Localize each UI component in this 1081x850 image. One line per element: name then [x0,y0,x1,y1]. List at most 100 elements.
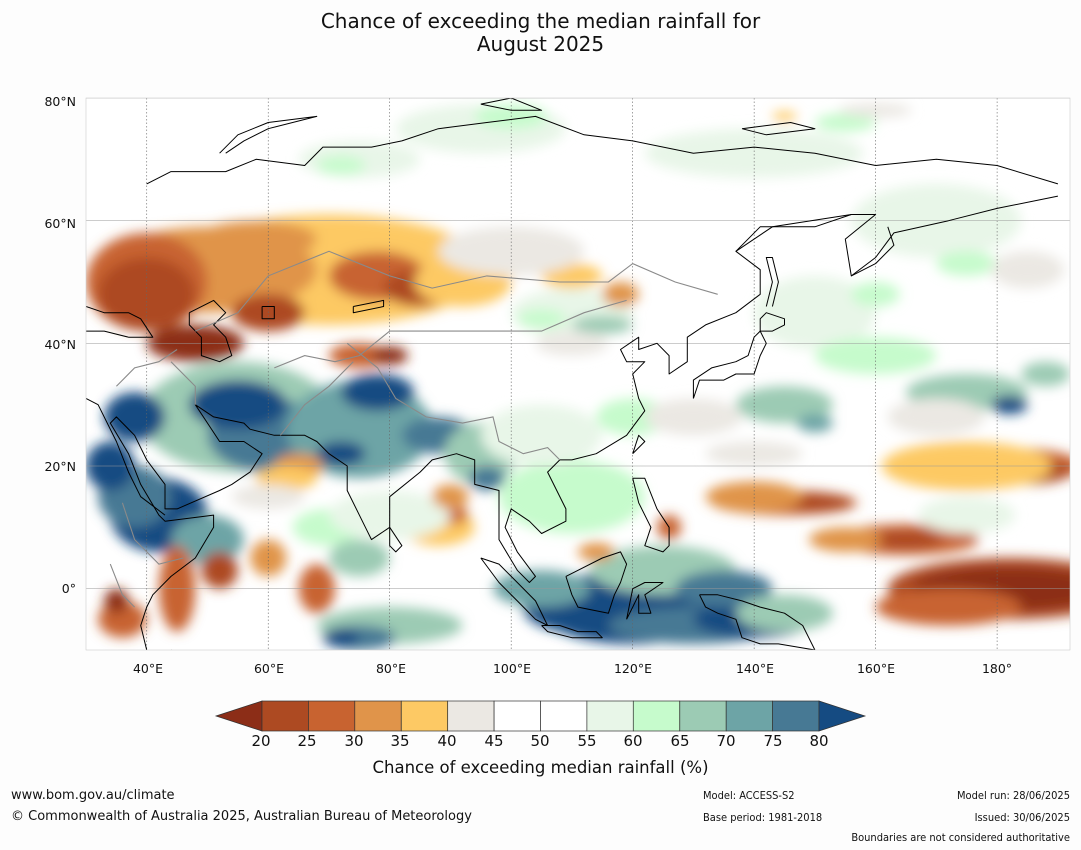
probability-blob [918,496,1016,534]
colorbar-tick: 20 [251,732,271,750]
probability-blob [517,309,566,328]
probability-blob [480,404,603,466]
lon-label-100e: 100°E [492,661,531,676]
title-line-2: August 2025 [476,32,605,56]
coastline [541,625,603,639]
colorbar-tick: 55 [577,732,597,750]
country-border [195,250,718,332]
copyright-text: © Commonwealth of Australia 2025, Austra… [11,809,472,824]
coastline [389,527,403,553]
lon-label-160e: 160°E [856,661,895,676]
probability-blob [201,551,238,589]
coastline [261,306,275,320]
probability-blob [171,515,244,565]
coastline [109,195,1058,650]
coastline [759,312,785,332]
model-run-date: Model run: 28/06/2025 [957,789,1070,802]
bom-url-link[interactable]: www.bom.gov.au/climate [11,788,175,803]
coastline [851,226,895,277]
colorbar-tick: 80 [809,732,829,750]
probability-blob [814,337,937,374]
graticule [86,98,1070,650]
probability-blob [316,156,366,175]
coastline [735,214,852,252]
probability-blob [371,346,408,365]
lat-label-60n: 60°N [44,216,76,231]
probability-blob [772,111,797,122]
lat-label-80n: 80°N [44,94,76,109]
probability-blob [875,588,1022,626]
probability-blob [438,226,585,276]
probability-blob [991,251,1064,289]
probability-blob [991,395,1028,414]
coastline [741,122,816,136]
probability-blob [432,484,469,510]
colorbar-tick: 30 [344,732,364,750]
lon-label-80e: 80°E [375,661,407,676]
country-border [109,563,135,608]
colorbar-tick: 70 [716,732,736,750]
title-line-1: Chance of exceeding the median rainfall … [320,9,761,33]
country-border [274,299,627,369]
coastline [352,299,385,314]
coastline [765,257,779,307]
probability-blob [754,275,876,350]
coastline [188,299,233,363]
coastline [699,594,816,650]
probability-blob [231,484,305,510]
probability-blob [814,113,876,132]
probability-blob [499,459,645,534]
coastline [86,398,166,516]
probability-blob [298,140,420,178]
probability-blob [644,128,864,178]
country-border [346,342,561,461]
probability-blob [735,386,834,424]
lat-label-40n: 40°N [44,337,76,352]
lat-label-0: 0° [61,581,76,596]
probability-blob [936,251,998,276]
probability-blob [839,102,912,118]
colorbar-tick: 50 [530,732,550,750]
country-border [116,349,178,387]
probability-blob [644,398,743,436]
model-name: Model: ACCESS-S2 [703,789,795,802]
coastline [692,330,767,399]
coastlines [86,98,1059,650]
coastline [626,582,664,620]
probability-blob [602,282,639,307]
lon-label-180: 180° [981,661,1013,676]
lat-label-20n: 20°N [44,459,76,474]
lon-label-60e: 60°E [253,661,285,676]
map-frame [85,97,1071,651]
colorbar-tick: 75 [763,732,783,750]
boundaries-disclaimer: Boundaries are not considered authoritat… [851,831,1070,844]
coastline [632,477,670,553]
issued-date: Issued: 30/06/2025 [974,811,1070,824]
coastline [146,115,1059,185]
probability-blob [705,441,803,467]
colorbar-tick: 60 [623,732,643,750]
country-border [121,502,184,565]
lon-label-140e: 140°E [735,661,774,676]
probability-blob [316,441,366,467]
probability-blob [571,315,633,335]
chart-title: Chance of exceeding the median rainfall … [0,10,1081,56]
colorbar-tick: 35 [390,732,410,750]
probability-blob [887,398,986,436]
colorbar-tick: 45 [484,732,504,750]
lon-label-40e: 40°E [132,661,164,676]
coastline [632,434,646,455]
colorbar-tick: 65 [670,732,690,750]
probability-blob [869,530,943,549]
coastline [480,98,543,111]
probability-blob [578,542,615,562]
probability-blob [796,413,834,433]
coastline [219,115,318,154]
country-border [279,361,354,436]
base-period: Base period: 1981-2018 [703,811,823,824]
coastline [86,306,154,338]
probability-blob [322,628,360,647]
colorbar-tick: 40 [437,732,457,750]
probability-blob [195,220,317,258]
